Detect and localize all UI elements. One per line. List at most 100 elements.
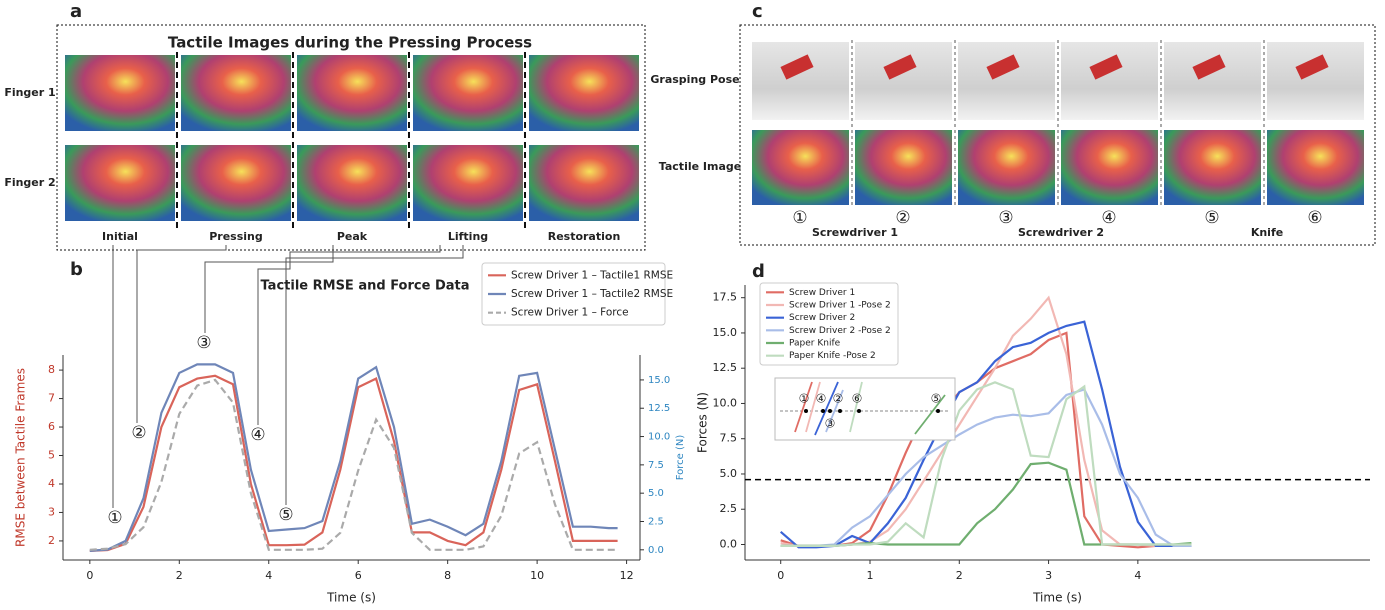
legend-label: Screw Driver 1	[789, 288, 855, 298]
series-line	[780, 331, 1192, 549]
gripper	[986, 54, 1020, 80]
connector	[285, 245, 464, 505]
gripper	[883, 54, 917, 80]
tactile-image	[181, 145, 291, 221]
x-axis-label: Time (s)	[326, 591, 376, 605]
y-tick-label: 3	[48, 505, 55, 518]
inset-label: ⑥	[852, 392, 863, 406]
chart-title: Tactile RMSE and Force Data	[260, 279, 469, 294]
y-axis-label: Forces (N)	[696, 392, 710, 453]
y2-tick-label: 12.5	[648, 403, 670, 414]
y-tick-label: 17.5	[713, 291, 738, 304]
tactile-image	[529, 55, 639, 131]
inset-dot	[828, 409, 832, 413]
inset-label: ①	[799, 392, 810, 406]
inset-dot	[838, 409, 842, 413]
legend-label: Screw Driver 2 -Pose 2	[789, 326, 891, 336]
series-line	[89, 374, 618, 552]
tool-label: Knife	[1251, 226, 1283, 239]
row-label: Finger 1	[4, 86, 55, 99]
tactile-image	[1267, 130, 1364, 205]
pose-photo	[958, 42, 1055, 120]
y-axis-label: RMSE between Tactile Frames	[14, 368, 28, 547]
tactile-image	[752, 130, 849, 205]
y2-tick-label: 5.0	[648, 488, 664, 499]
legend-label: Screw Driver 1 – Tactile2 RMSE	[511, 288, 673, 300]
connectors	[112, 245, 464, 508]
pose-number: ①	[792, 208, 807, 228]
legend-label: Screw Driver 1 – Tactile1 RMSE	[511, 269, 673, 281]
tactile-image	[855, 130, 952, 205]
connector	[257, 245, 441, 425]
stage-label: Restoration	[548, 230, 621, 243]
pose-number: ③	[998, 208, 1013, 228]
x-tick-label: 10	[530, 569, 544, 582]
inset-label: ②	[833, 392, 844, 406]
inset-curve	[805, 381, 821, 433]
row-label: Tactile Image	[659, 160, 741, 173]
pose-photo	[1061, 42, 1158, 120]
inset-box	[774, 377, 956, 441]
tactile-image	[413, 55, 523, 131]
gripper	[1192, 54, 1226, 80]
inset-label: ④	[816, 392, 827, 406]
inset-dot	[821, 409, 825, 413]
y-tick-label: 7.5	[720, 432, 738, 445]
y-tick-label: 6	[48, 420, 55, 433]
x-tick-label: 2	[176, 569, 183, 582]
y-tick-label: 2	[48, 534, 55, 547]
row-label: Grasping Pose	[650, 73, 739, 86]
y2-tick-label: 0.0	[648, 545, 664, 556]
tactile-image	[1061, 130, 1158, 205]
stage-label: Lifting	[448, 230, 488, 243]
inset-curve	[914, 394, 946, 435]
inset-dot	[857, 409, 861, 413]
y-tick-label: 10.0	[713, 396, 738, 409]
y-tick-label: 4	[48, 477, 55, 490]
stage-marker: ②	[131, 423, 146, 443]
y2-axis-label: Force (N)	[675, 435, 686, 481]
x-tick-label: 0	[777, 569, 784, 582]
gripper	[780, 54, 814, 80]
tactile-image	[1164, 130, 1261, 205]
tactile-image	[65, 55, 175, 131]
inset-label: ⑤	[931, 392, 942, 406]
x-tick-label: 12	[620, 569, 634, 582]
panel-a-box	[56, 24, 646, 251]
gripper	[1295, 54, 1329, 80]
tactile-image	[529, 145, 639, 221]
panel-label: b	[70, 259, 83, 280]
inset-dot	[804, 409, 808, 413]
tool-label: Screwdriver 2	[1018, 226, 1104, 239]
stage-marker: ①	[107, 508, 122, 528]
x-axis-label: Time (s)	[1032, 591, 1082, 605]
connector	[204, 245, 334, 333]
legend-box	[481, 262, 666, 326]
gripper	[1089, 54, 1123, 80]
y-tick-label: 0.0	[720, 537, 738, 550]
y-tick-label: 8	[48, 363, 55, 376]
pose-photo	[1267, 42, 1364, 120]
stage-label: Initial	[102, 230, 138, 243]
y-tick-label: 5.0	[720, 467, 738, 480]
x-tick-label: 4	[1134, 569, 1141, 582]
tool-label: Screwdriver 1	[812, 226, 898, 239]
series-line	[780, 388, 1192, 547]
pose-photo	[752, 42, 849, 120]
pose-photo	[1164, 42, 1261, 120]
y-tick-label: 2.5	[720, 502, 738, 515]
inset-label: ③	[825, 417, 836, 431]
x-tick-label: 8	[444, 569, 451, 582]
series-line	[89, 363, 618, 552]
inset-curve	[794, 381, 813, 433]
stage-marker: ⑤	[278, 505, 293, 525]
x-tick-label: 2	[956, 569, 963, 582]
panel-label: c	[752, 1, 763, 22]
pose-photo	[855, 42, 952, 120]
legend-label: Screw Driver 1 – Force	[511, 307, 629, 319]
inset-dot	[936, 409, 940, 413]
stage-marker: ④	[250, 425, 265, 445]
inset-curve	[849, 381, 863, 433]
tactile-image	[181, 55, 291, 131]
